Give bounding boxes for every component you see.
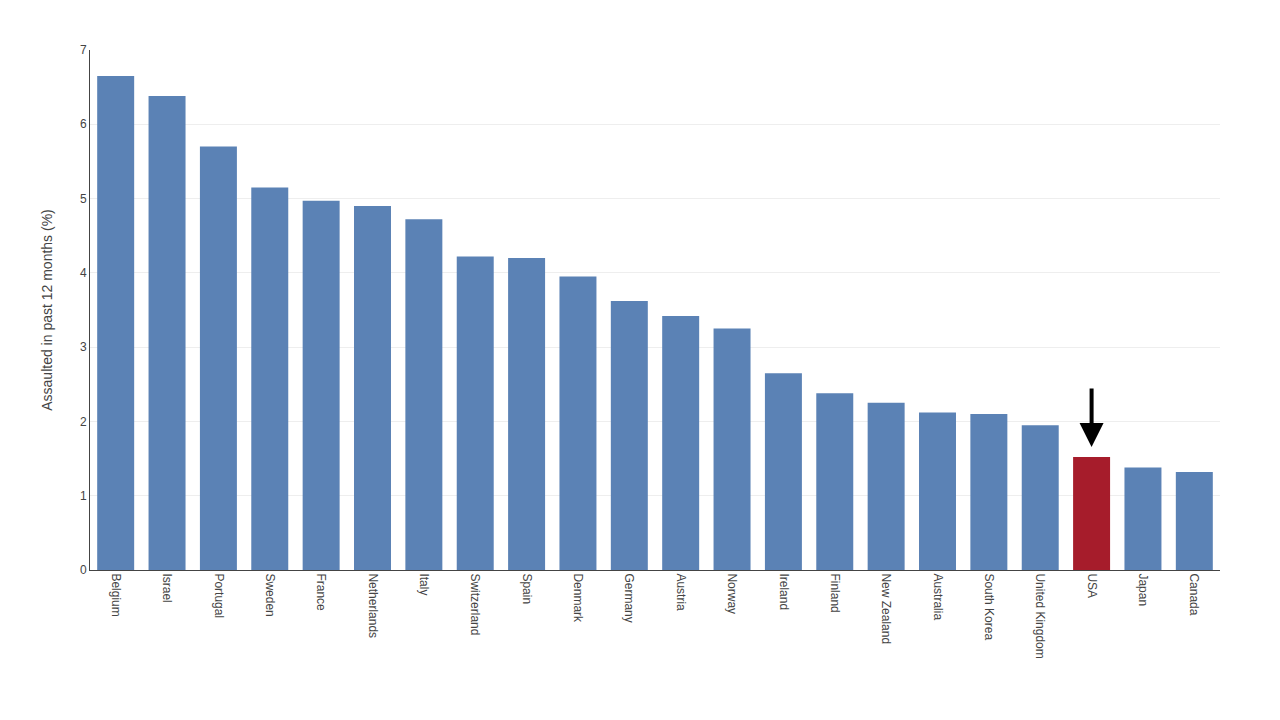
svg-text:Finland: Finland: [828, 573, 842, 612]
svg-text:7: 7: [80, 43, 87, 57]
svg-text:2: 2: [80, 415, 87, 429]
svg-text:New Zealand: New Zealand: [879, 573, 893, 644]
svg-text:South Korea: South Korea: [982, 573, 996, 640]
svg-text:Sweden: Sweden: [263, 573, 277, 616]
svg-text:Australia: Australia: [931, 573, 945, 620]
svg-text:1: 1: [80, 489, 87, 503]
svg-text:Ireland: Ireland: [777, 573, 791, 610]
svg-text:Portugal: Portugal: [212, 573, 226, 618]
svg-text:Canada: Canada: [1187, 573, 1201, 615]
svg-text:0: 0: [80, 563, 87, 577]
svg-text:Japan: Japan: [1136, 573, 1150, 606]
svg-text:Germany: Germany: [622, 573, 636, 622]
svg-text:United Kingdom: United Kingdom: [1033, 573, 1047, 658]
svg-text:6: 6: [80, 117, 87, 131]
svg-text:Switzerland: Switzerland: [468, 573, 482, 635]
svg-text:Netherlands: Netherlands: [366, 573, 380, 638]
svg-text:Norway: Norway: [725, 573, 739, 614]
svg-text:Spain: Spain: [520, 573, 534, 604]
svg-text:4: 4: [80, 266, 87, 280]
svg-text:Assaulted in past 12 months (%: Assaulted in past 12 months (%): [39, 209, 55, 411]
svg-text:Belgium: Belgium: [109, 573, 123, 616]
svg-text:Austria: Austria: [674, 573, 688, 611]
svg-text:Denmark: Denmark: [571, 573, 585, 623]
svg-text:Israel: Israel: [160, 573, 174, 602]
svg-text:3: 3: [80, 340, 87, 354]
svg-text:France: France: [314, 573, 328, 611]
svg-text:Italy: Italy: [417, 573, 431, 595]
svg-text:5: 5: [80, 192, 87, 206]
svg-text:USA: USA: [1085, 573, 1099, 598]
